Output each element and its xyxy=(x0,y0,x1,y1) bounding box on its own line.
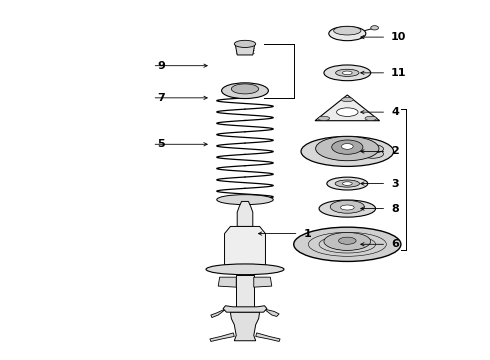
Text: 3: 3 xyxy=(391,179,399,189)
Ellipse shape xyxy=(335,180,360,187)
Text: 10: 10 xyxy=(391,32,407,42)
Ellipse shape xyxy=(336,69,359,76)
Ellipse shape xyxy=(362,150,384,158)
Polygon shape xyxy=(237,202,253,226)
Ellipse shape xyxy=(342,98,353,102)
Ellipse shape xyxy=(371,26,378,30)
Ellipse shape xyxy=(324,233,371,250)
Ellipse shape xyxy=(221,83,269,99)
Ellipse shape xyxy=(337,108,358,116)
Polygon shape xyxy=(254,277,272,287)
Ellipse shape xyxy=(316,136,379,161)
Text: 1: 1 xyxy=(303,229,311,239)
Ellipse shape xyxy=(343,182,352,185)
Ellipse shape xyxy=(329,26,366,41)
Polygon shape xyxy=(210,333,234,342)
Ellipse shape xyxy=(327,177,368,190)
Ellipse shape xyxy=(342,144,353,149)
Polygon shape xyxy=(236,275,254,307)
Text: 8: 8 xyxy=(391,203,399,213)
Ellipse shape xyxy=(362,145,384,153)
Text: 7: 7 xyxy=(157,93,165,103)
Text: 9: 9 xyxy=(157,61,165,71)
Ellipse shape xyxy=(301,136,393,166)
Ellipse shape xyxy=(231,84,259,94)
Ellipse shape xyxy=(206,264,284,275)
Polygon shape xyxy=(235,44,255,55)
Polygon shape xyxy=(211,309,226,318)
Polygon shape xyxy=(315,95,380,121)
Text: 5: 5 xyxy=(157,139,165,149)
Ellipse shape xyxy=(234,40,256,48)
Polygon shape xyxy=(221,226,269,269)
Text: 6: 6 xyxy=(391,239,399,249)
Ellipse shape xyxy=(294,227,401,261)
Ellipse shape xyxy=(334,26,361,35)
Polygon shape xyxy=(264,309,279,316)
Ellipse shape xyxy=(339,237,356,244)
Ellipse shape xyxy=(341,205,354,210)
Polygon shape xyxy=(256,333,280,342)
Ellipse shape xyxy=(217,195,273,204)
Polygon shape xyxy=(230,312,260,341)
Polygon shape xyxy=(218,277,236,287)
Ellipse shape xyxy=(343,71,352,75)
Ellipse shape xyxy=(332,140,363,154)
Text: 11: 11 xyxy=(391,68,407,78)
Text: 2: 2 xyxy=(391,147,399,157)
Ellipse shape xyxy=(319,200,375,217)
Ellipse shape xyxy=(365,116,377,121)
Polygon shape xyxy=(223,306,267,312)
Ellipse shape xyxy=(330,201,365,213)
Ellipse shape xyxy=(318,116,330,121)
Polygon shape xyxy=(221,91,269,94)
Text: 4: 4 xyxy=(391,107,399,117)
Ellipse shape xyxy=(324,65,371,81)
